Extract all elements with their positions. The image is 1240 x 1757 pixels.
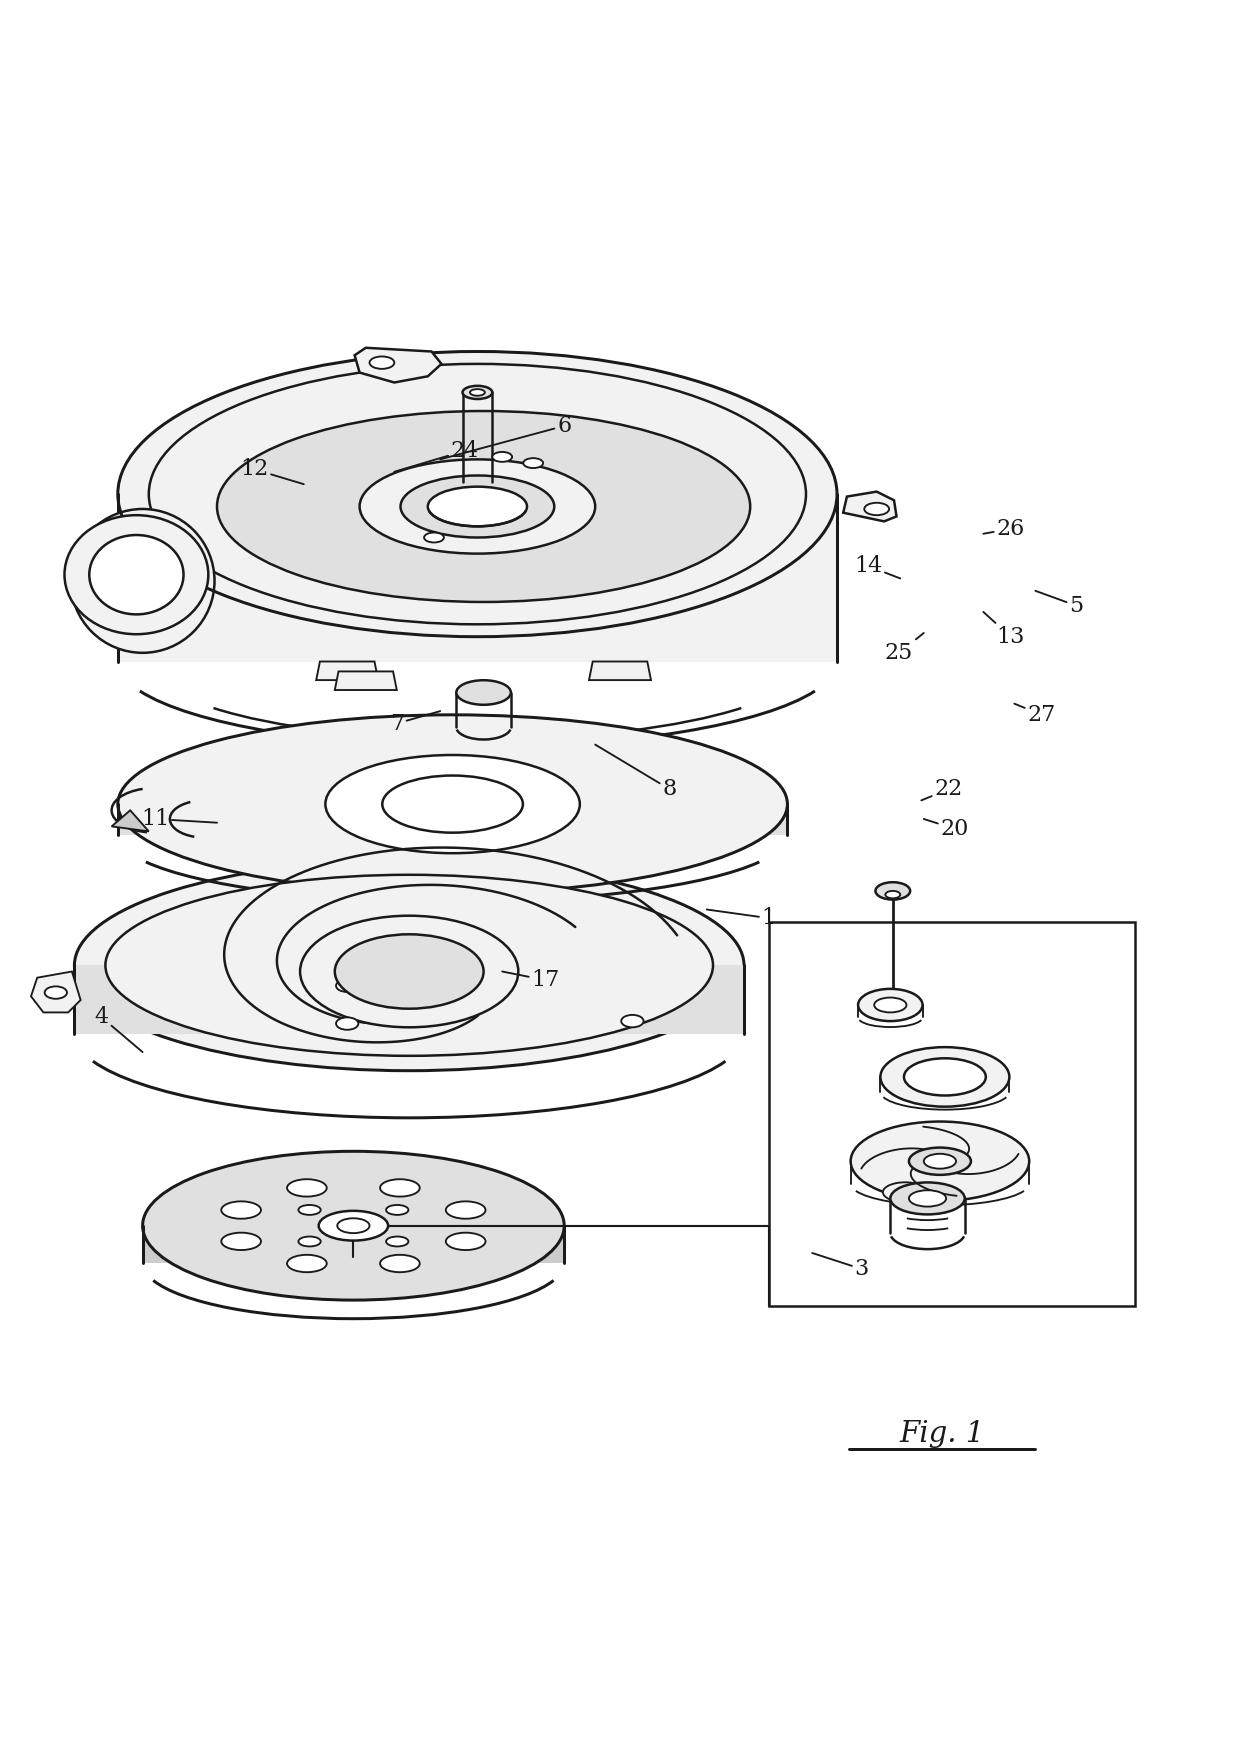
Polygon shape (355, 348, 441, 383)
Text: 24: 24 (394, 439, 479, 473)
Ellipse shape (446, 1202, 486, 1219)
Ellipse shape (858, 989, 923, 1021)
Polygon shape (74, 965, 744, 1033)
Ellipse shape (325, 756, 580, 854)
Ellipse shape (336, 1017, 358, 1030)
Ellipse shape (874, 998, 906, 1012)
Ellipse shape (286, 1179, 326, 1197)
Text: 12: 12 (241, 459, 304, 485)
Text: 14: 14 (854, 555, 900, 578)
Polygon shape (155, 481, 329, 562)
Ellipse shape (74, 859, 744, 1070)
Ellipse shape (382, 775, 523, 833)
Ellipse shape (221, 1202, 260, 1219)
Polygon shape (118, 805, 787, 835)
Ellipse shape (909, 1189, 946, 1207)
Ellipse shape (336, 980, 358, 993)
Ellipse shape (924, 1154, 956, 1168)
Text: 25: 25 (885, 633, 924, 664)
Ellipse shape (401, 476, 554, 538)
Text: 11: 11 (141, 808, 217, 829)
Ellipse shape (456, 680, 511, 705)
Ellipse shape (446, 1233, 486, 1249)
Ellipse shape (299, 1237, 321, 1246)
Ellipse shape (885, 891, 900, 898)
Text: 26: 26 (983, 518, 1024, 539)
Text: 20: 20 (924, 819, 968, 840)
Polygon shape (31, 972, 81, 1012)
Ellipse shape (470, 388, 485, 395)
Ellipse shape (360, 459, 595, 553)
Ellipse shape (909, 1147, 971, 1175)
Text: 6: 6 (440, 415, 572, 459)
Ellipse shape (300, 915, 518, 1028)
Polygon shape (316, 661, 378, 680)
Ellipse shape (463, 387, 492, 399)
Text: 5: 5 (1035, 590, 1084, 617)
Ellipse shape (386, 1237, 408, 1246)
Bar (769, 922, 1135, 1305)
Ellipse shape (428, 487, 527, 527)
Ellipse shape (286, 1254, 326, 1272)
Text: 17: 17 (502, 970, 559, 991)
Ellipse shape (45, 986, 67, 998)
Text: 4: 4 (94, 1007, 143, 1052)
Ellipse shape (386, 1205, 408, 1214)
Ellipse shape (370, 357, 394, 369)
Ellipse shape (904, 1058, 986, 1096)
Polygon shape (589, 661, 651, 680)
Ellipse shape (337, 1218, 370, 1233)
Ellipse shape (221, 1233, 260, 1249)
Ellipse shape (890, 1182, 965, 1214)
Ellipse shape (64, 515, 208, 634)
Ellipse shape (523, 459, 543, 467)
Polygon shape (843, 492, 897, 522)
Polygon shape (335, 671, 397, 691)
Text: Fig. 1: Fig. 1 (900, 1420, 985, 1448)
Ellipse shape (105, 875, 713, 1056)
Ellipse shape (149, 364, 806, 624)
Ellipse shape (864, 503, 889, 515)
Ellipse shape (424, 532, 444, 543)
Ellipse shape (143, 1151, 564, 1300)
Text: 7: 7 (389, 712, 440, 734)
Polygon shape (118, 494, 837, 661)
Ellipse shape (883, 1182, 928, 1202)
Text: 8: 8 (595, 745, 677, 799)
Ellipse shape (91, 529, 195, 633)
Ellipse shape (381, 1179, 420, 1197)
Ellipse shape (299, 1205, 321, 1214)
Ellipse shape (335, 935, 484, 1009)
Ellipse shape (217, 411, 750, 603)
Ellipse shape (118, 715, 787, 893)
Polygon shape (143, 1226, 564, 1263)
Ellipse shape (381, 1254, 420, 1272)
Ellipse shape (621, 1016, 644, 1028)
Ellipse shape (880, 1047, 1009, 1107)
Text: 3: 3 (812, 1253, 869, 1281)
Ellipse shape (118, 351, 837, 636)
Text: 27: 27 (1014, 703, 1055, 726)
Ellipse shape (71, 510, 215, 654)
Ellipse shape (875, 882, 910, 900)
Text: 1: 1 (707, 907, 776, 929)
Polygon shape (112, 810, 149, 831)
Ellipse shape (851, 1121, 1029, 1200)
Ellipse shape (89, 536, 184, 615)
Text: 22: 22 (921, 778, 962, 801)
Ellipse shape (319, 1211, 388, 1240)
Text: 13: 13 (983, 611, 1024, 648)
Ellipse shape (492, 452, 512, 462)
